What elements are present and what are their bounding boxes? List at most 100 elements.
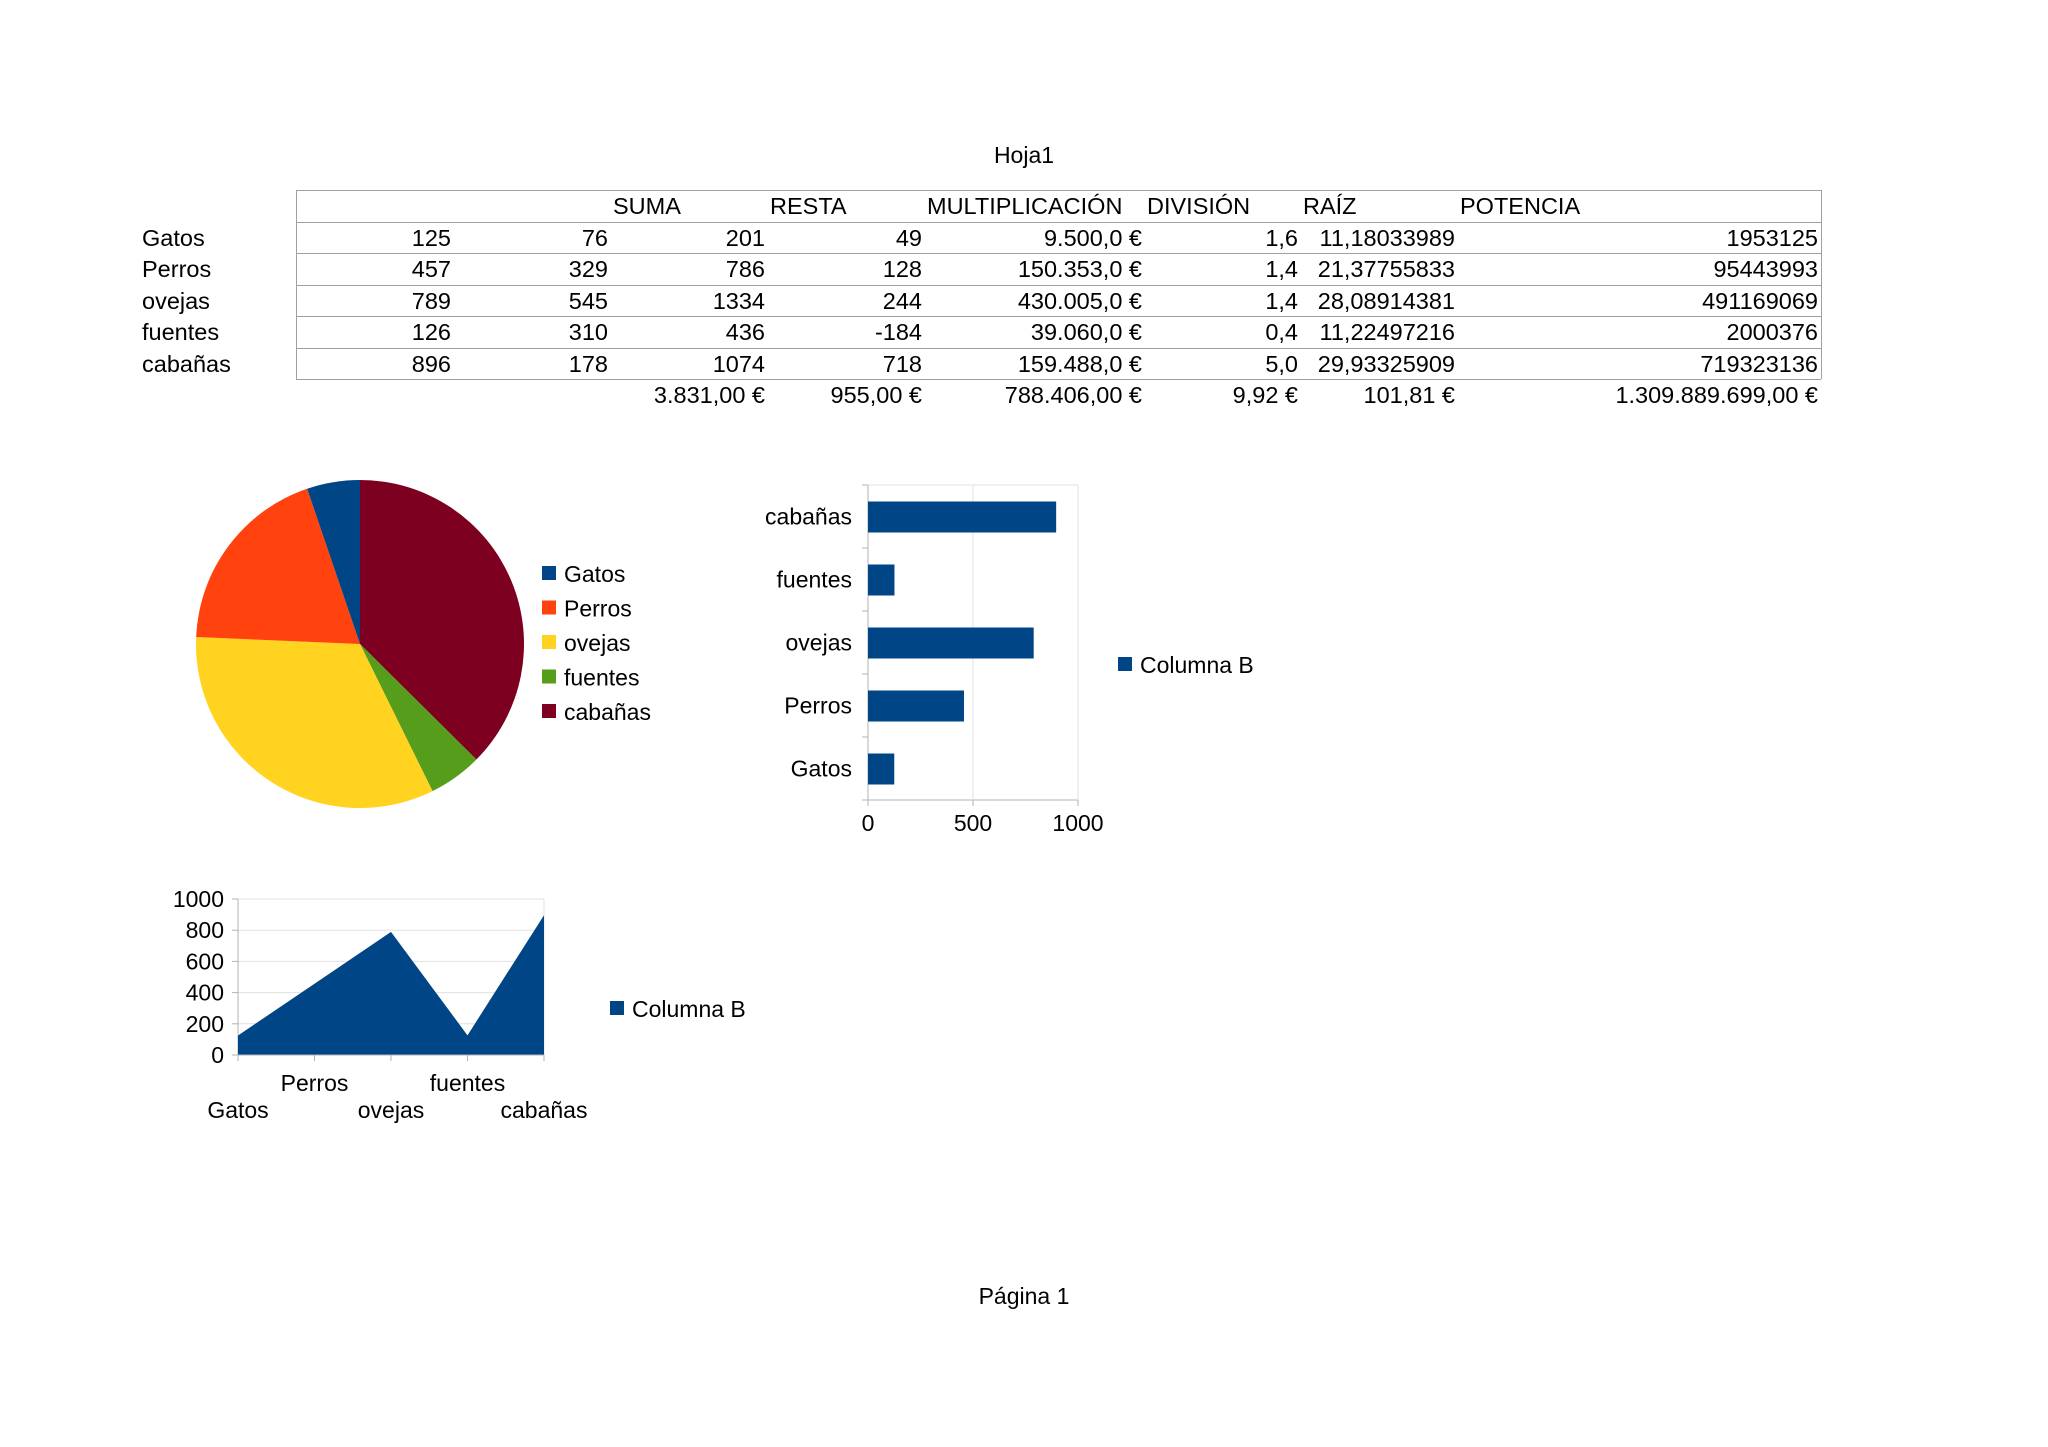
table-cell: 178 [568,350,608,377]
bar-fuentes [868,564,895,596]
table-cell: 95443993 [1713,256,1818,282]
total-cell: 955,00 € [830,382,922,408]
column-header: RESTA [770,193,847,219]
row-label: ovejas [142,287,210,314]
row-label: cabañas [142,350,231,377]
bar-category-label: ovejas [786,630,852,656]
table-cell: 49 [895,224,922,251]
table-grid-line [296,221,1821,223]
table-cell: 28,08914381 [1317,287,1455,314]
table-cell: 789 [411,287,451,314]
bar-tick-label: 500 [954,810,992,836]
table-cell: 244 [882,287,922,314]
table-cell: 310 [568,319,608,345]
table-cell: 545 [568,287,608,314]
table-cell: 329 [568,256,608,282]
table-cell: 76 [581,224,608,251]
bar-category-label: Gatos [791,756,852,782]
row-label: fuentes [142,319,220,345]
legend-swatch [542,704,556,718]
table-cell: 125 [411,224,451,251]
bar-category-label: fuentes [777,567,852,593]
legend-label: Perros [564,596,632,622]
legend-swatch [542,669,556,684]
table-cell: 718 [882,350,922,377]
column-header: DIVISIÓN [1147,193,1251,219]
table-cell: 11,18033989 [1319,224,1455,251]
legend-swatch [1118,657,1132,671]
table-cell: 29,93325909 [1317,350,1455,377]
table-cell: 159.488,0 € [1017,350,1142,377]
table-cell: 786 [725,256,765,282]
table-grid-line [296,379,1821,380]
table-cell: 457 [411,256,451,282]
table-grid-line [296,253,1821,254]
column-header: RAÍZ [1303,193,1357,219]
legend-swatch [542,600,556,615]
legend-label: Gatos [564,561,625,587]
table-cell: 201 [725,224,765,251]
column-header: POTENCIA [1460,193,1581,219]
bar-gatos [868,753,895,785]
table-grid-line [296,190,1821,191]
row-label: Gatos [142,224,205,251]
pie-slice-fuentes [360,644,477,792]
table-cell: 430.005,0 € [1017,287,1142,314]
area-tick-label: 1000 [173,886,224,912]
pie-slice-cabañas [360,480,524,760]
area-tick-label: 600 [186,948,224,974]
table-cell: 491169069 [1702,287,1818,314]
total-cell: 3.831,00 € [653,382,765,408]
table-grid-line [296,284,1821,286]
table-cell: 719323136 [1700,350,1818,377]
column-header: MULTIPLICACIÓN [927,193,1123,219]
legend-swatch [542,635,556,649]
table-cell: 21,37755833 [1317,256,1455,282]
area-category-label: fuentes [430,1070,505,1096]
bar-category-label: Perros [784,693,852,719]
table-cell: 1953125 [1726,224,1819,251]
legend-label: fuentes [564,665,639,691]
area-category-label: ovejas [358,1097,424,1123]
total-cell: 788.406,00 € [1004,382,1142,408]
table-cell: 126 [411,319,451,345]
total-cell: 9,92 € [1232,382,1298,408]
column-header: SUMA [613,193,681,219]
area-category-label: cabañas [501,1097,588,1123]
page-footer: Página 1 [978,1283,1070,1309]
bar-tick-label: 1000 [1052,810,1103,836]
table-cell: 436 [725,319,765,345]
table-grid-line [296,190,297,379]
area-tick-label: 0 [211,1042,224,1068]
table-cell: 11,22497216 [1319,319,1455,345]
table-cell: -184 [874,319,922,345]
table-grid-line [1821,190,1822,379]
pie-slice-perros [196,488,360,644]
table-cell: 0,4 [1265,319,1298,345]
bar-cabañas [868,501,1057,533]
table-cell: 1,6 [1265,224,1298,251]
table-cell: 128 [882,256,922,282]
table-cell: 5,0 [1265,350,1298,377]
table-grid-line [296,316,1821,317]
area-tick-label: 400 [186,980,224,1006]
bar-category-label: cabañas [765,504,852,530]
table-grid-line [296,347,1821,349]
area-tick-label: 800 [186,917,224,943]
table-cell: 150.353,0 € [1017,256,1142,282]
legend-label: Columna B [1140,652,1254,678]
bar-tick-label: 0 [862,810,875,836]
row-label: Perros [142,256,212,282]
legend-swatch [610,1001,624,1015]
table-cell: 1,4 [1265,287,1298,314]
legend-label: Columna B [632,996,746,1022]
table-cell: 1334 [712,287,765,314]
legend-label: cabañas [564,699,651,725]
area-category-label: Gatos [207,1097,268,1123]
pie-slice-gatos [307,480,360,644]
table-cell: 1074 [712,350,765,377]
page-header: Hoja1 [993,142,1055,168]
legend-label: ovejas [564,630,630,656]
table-cell: 2000376 [1726,319,1819,345]
total-cell: 101,81 € [1363,382,1455,408]
